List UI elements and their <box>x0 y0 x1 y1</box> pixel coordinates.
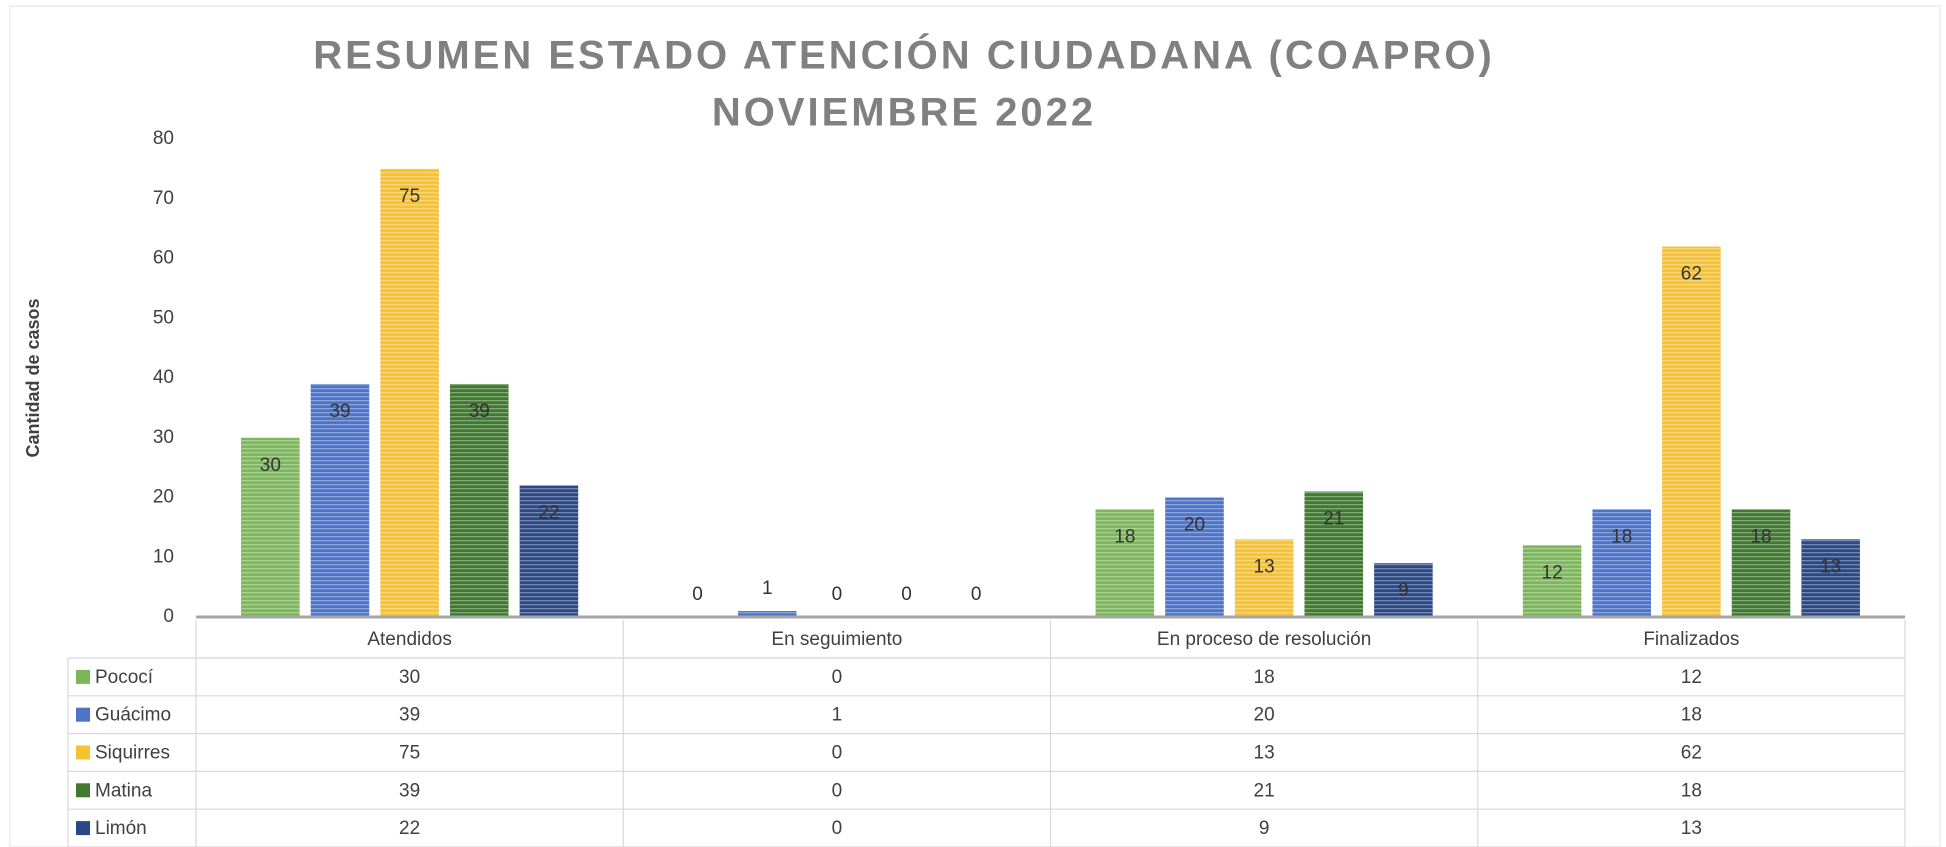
y-tick-label: 10 <box>153 546 174 567</box>
legend-label: Pococí <box>95 667 154 688</box>
table-cell: 12 <box>1681 667 1702 688</box>
table-cell: 39 <box>399 705 420 726</box>
bar-texture <box>450 383 509 617</box>
y-tick-label: 80 <box>153 128 174 149</box>
bar-texture <box>241 437 300 617</box>
data-label: 75 <box>399 186 420 207</box>
chart-border <box>9 5 1941 847</box>
data-label: 9 <box>1398 580 1409 601</box>
table-cell: 0 <box>832 743 843 764</box>
y-tick-label: 30 <box>153 427 174 448</box>
bar-texture <box>1662 246 1721 618</box>
y-tick-label: 60 <box>153 248 174 269</box>
legend-swatch <box>76 821 90 836</box>
data-label: 0 <box>901 584 912 605</box>
data-label: 13 <box>1820 556 1841 577</box>
data-label: 0 <box>692 584 703 605</box>
legend-label: Matina <box>95 780 152 801</box>
data-label: 39 <box>469 401 490 422</box>
bar-texture <box>737 611 797 617</box>
y-axis-label: Cantidad de casos <box>23 298 43 457</box>
legend-swatch <box>76 745 90 760</box>
table-cell: 22 <box>399 818 420 839</box>
bar-texture <box>1522 545 1582 617</box>
x-tick-label: En seguimiento <box>771 629 902 650</box>
table-cell: 75 <box>399 743 420 764</box>
bar-texture <box>1592 509 1651 617</box>
data-label: 18 <box>1750 526 1771 547</box>
table-cell: 62 <box>1681 743 1702 764</box>
table-cell: 18 <box>1254 667 1275 688</box>
data-label: 18 <box>1114 526 1135 547</box>
data-label: 18 <box>1611 526 1632 547</box>
bar-texture <box>1801 539 1860 617</box>
table-cell: 0 <box>832 780 843 801</box>
table-cell: 39 <box>399 780 420 801</box>
legend-swatch <box>76 707 90 722</box>
table-cell: 1 <box>832 705 843 726</box>
data-label: 0 <box>832 584 843 605</box>
bar-texture <box>1234 539 1294 617</box>
data-label: 20 <box>1184 515 1205 536</box>
data-label: 13 <box>1254 556 1275 577</box>
legend-label: Guácimo <box>95 705 171 726</box>
table-cell: 18 <box>1681 705 1702 726</box>
data-label: 39 <box>329 401 350 422</box>
table-cell: 30 <box>399 667 420 688</box>
data-label: 62 <box>1681 264 1702 285</box>
data-label: 22 <box>538 503 559 524</box>
x-tick-label: En proceso de resolución <box>1157 629 1371 650</box>
chart-title: NOVIEMBRE 2022 <box>712 91 1096 135</box>
x-tick-label: Atendidos <box>367 629 452 650</box>
y-tick-label: 0 <box>163 606 174 627</box>
bar-texture <box>1374 563 1433 617</box>
table-cell: 13 <box>1254 743 1275 764</box>
chart-title: RESUMEN ESTADO ATENCIÓN CIUDADANA (COAPR… <box>313 32 1495 78</box>
bar-texture <box>1304 491 1364 617</box>
table-cell: 21 <box>1254 780 1275 801</box>
y-tick-label: 70 <box>153 188 174 209</box>
bar-texture <box>1165 497 1224 617</box>
table-cell: 9 <box>1259 818 1270 839</box>
y-tick-label: 40 <box>153 367 174 388</box>
table-cell: 20 <box>1254 705 1275 726</box>
x-tick-label: Finalizados <box>1643 629 1739 650</box>
data-label: 21 <box>1323 509 1344 530</box>
legend-label: Siquirres <box>95 743 170 764</box>
data-label: 12 <box>1542 562 1563 583</box>
table-cell: 0 <box>832 818 843 839</box>
table-cell: 0 <box>832 667 843 688</box>
y-tick-label: 20 <box>153 487 174 508</box>
bar-texture <box>519 485 579 617</box>
table-cell: 18 <box>1681 780 1702 801</box>
table-cell: 13 <box>1681 818 1702 839</box>
y-tick-label: 50 <box>153 307 174 328</box>
bar-texture <box>1095 509 1155 617</box>
data-label: 0 <box>971 584 982 605</box>
legend-swatch <box>76 669 90 684</box>
legend-label: Limón <box>95 818 147 839</box>
legend-swatch <box>76 783 90 798</box>
bar-texture <box>1731 509 1791 617</box>
data-label: 30 <box>260 455 281 476</box>
bar-texture <box>310 383 370 617</box>
data-label: 1 <box>762 578 773 599</box>
bar-texture <box>380 168 439 617</box>
